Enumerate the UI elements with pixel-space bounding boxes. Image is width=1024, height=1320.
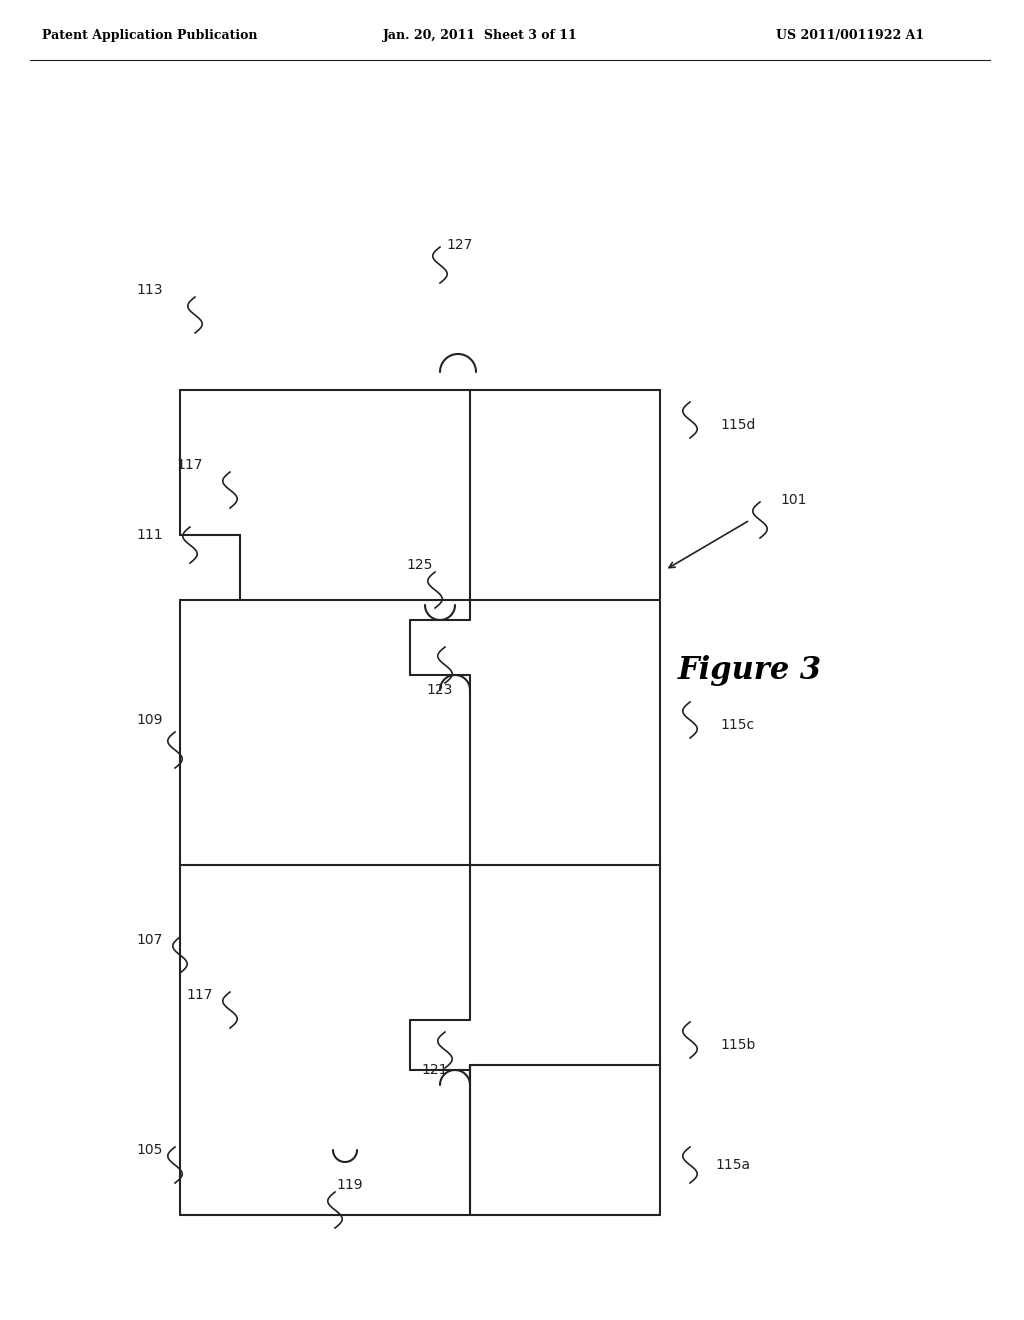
Text: 127: 127 bbox=[446, 238, 473, 252]
Text: 125: 125 bbox=[407, 558, 433, 572]
Text: Patent Application Publication: Patent Application Publication bbox=[42, 29, 258, 41]
Text: 107: 107 bbox=[137, 933, 163, 946]
Text: 123: 123 bbox=[427, 682, 454, 697]
Text: 115d: 115d bbox=[720, 418, 756, 432]
Text: 115a: 115a bbox=[715, 1158, 751, 1172]
Text: 119: 119 bbox=[337, 1177, 364, 1192]
Text: 105: 105 bbox=[137, 1143, 163, 1158]
Text: 117: 117 bbox=[186, 987, 213, 1002]
Text: US 2011/0011922 A1: US 2011/0011922 A1 bbox=[776, 29, 924, 41]
Text: 121: 121 bbox=[422, 1063, 449, 1077]
Text: 101: 101 bbox=[780, 492, 807, 507]
Text: Jan. 20, 2011  Sheet 3 of 11: Jan. 20, 2011 Sheet 3 of 11 bbox=[383, 29, 578, 41]
Text: 117: 117 bbox=[177, 458, 203, 473]
Text: 111: 111 bbox=[136, 528, 163, 543]
Text: 115c: 115c bbox=[720, 718, 754, 733]
Text: 113: 113 bbox=[137, 282, 163, 297]
Text: 109: 109 bbox=[137, 713, 163, 727]
Text: Figure 3: Figure 3 bbox=[678, 655, 822, 685]
Text: 115b: 115b bbox=[720, 1038, 756, 1052]
